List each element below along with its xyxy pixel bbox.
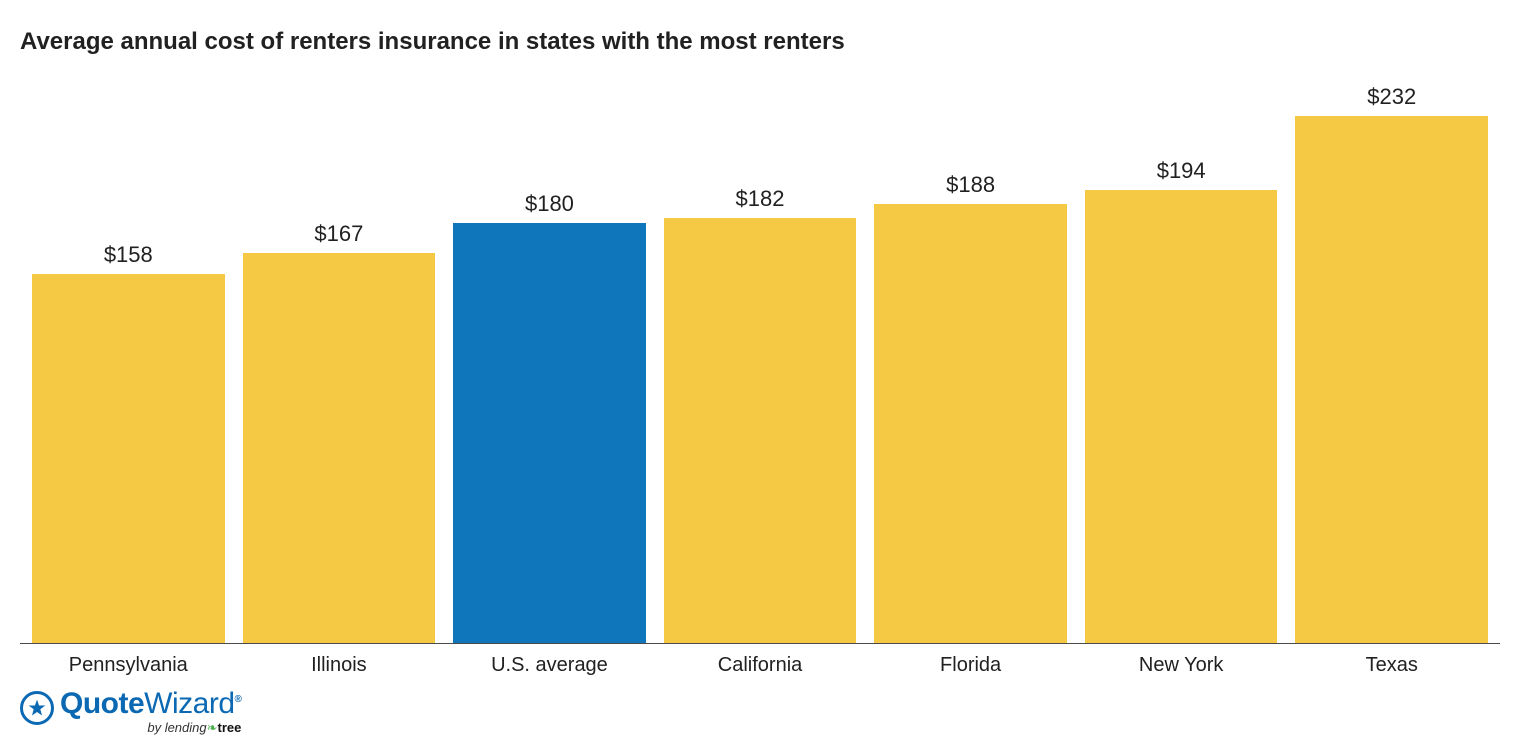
bar-value-label: $194 <box>1157 158 1206 184</box>
bar-value-label: $158 <box>104 242 153 268</box>
bar-slot: $158 <box>32 84 225 643</box>
x-axis-labels: Pennsylvania Illinois U.S. average Californ… <box>20 644 1500 677</box>
bar-slot: $232 <box>1295 84 1488 643</box>
bar-value-label: $167 <box>314 221 363 247</box>
bar-value-label: $232 <box>1367 84 1416 110</box>
bar-slot: $180 <box>453 84 646 643</box>
bar-chart: $158 $167 $180 $182 $188 $194 $232 <box>20 84 1500 644</box>
x-axis-label: Florida <box>874 654 1067 677</box>
bar-slot: $182 <box>664 84 857 643</box>
x-axis-label: Pennsylvania <box>32 654 225 677</box>
bar <box>1295 116 1488 643</box>
bar-value-label: $180 <box>525 191 574 217</box>
logo-wordmark: QuoteWizard® <box>60 689 241 719</box>
brand-logo: QuoteWizard® by lending❧tree <box>20 689 241 734</box>
chart-title: Average annual cost of renters insurance… <box>20 28 1500 56</box>
x-axis-label: California <box>664 654 857 677</box>
bar <box>32 274 225 643</box>
x-axis-label: U.S. average <box>453 654 646 677</box>
bar-slot: $194 <box>1085 84 1278 643</box>
bar-slot: $167 <box>243 84 436 643</box>
bar <box>1085 190 1278 643</box>
bar <box>243 253 436 643</box>
bar <box>453 223 646 643</box>
x-axis-label: New York <box>1085 654 1278 677</box>
bar-value-label: $188 <box>946 172 995 198</box>
bar <box>664 218 857 643</box>
x-axis-label: Texas <box>1295 654 1488 677</box>
star-badge-icon <box>20 691 54 725</box>
logo-byline: by lending❧tree <box>147 721 241 734</box>
bar <box>874 204 1067 643</box>
x-axis-label: Illinois <box>243 654 436 677</box>
bar-slot: $188 <box>874 84 1067 643</box>
bar-value-label: $182 <box>736 186 785 212</box>
